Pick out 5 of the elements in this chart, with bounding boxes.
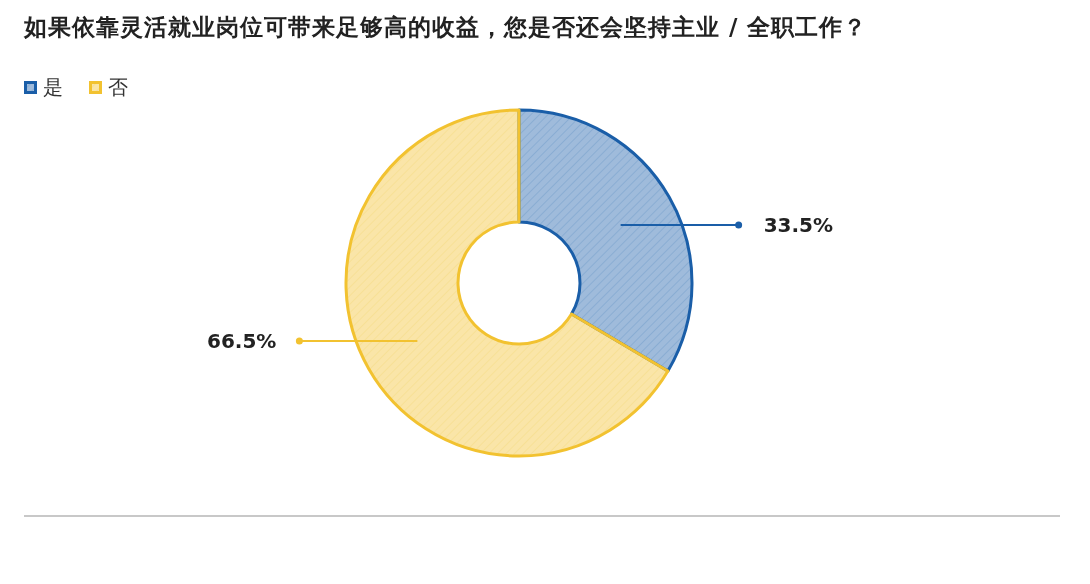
data-label: 66.5% (206, 328, 277, 353)
legend-label: 否 (108, 75, 128, 99)
chart-title: 如果依靠灵活就业岗位可带来足够高的收益，您是否还会坚持主业 / 全职工作？ (24, 13, 868, 42)
legend-label: 是 (43, 75, 63, 99)
data-label: 33.5% (763, 213, 834, 238)
